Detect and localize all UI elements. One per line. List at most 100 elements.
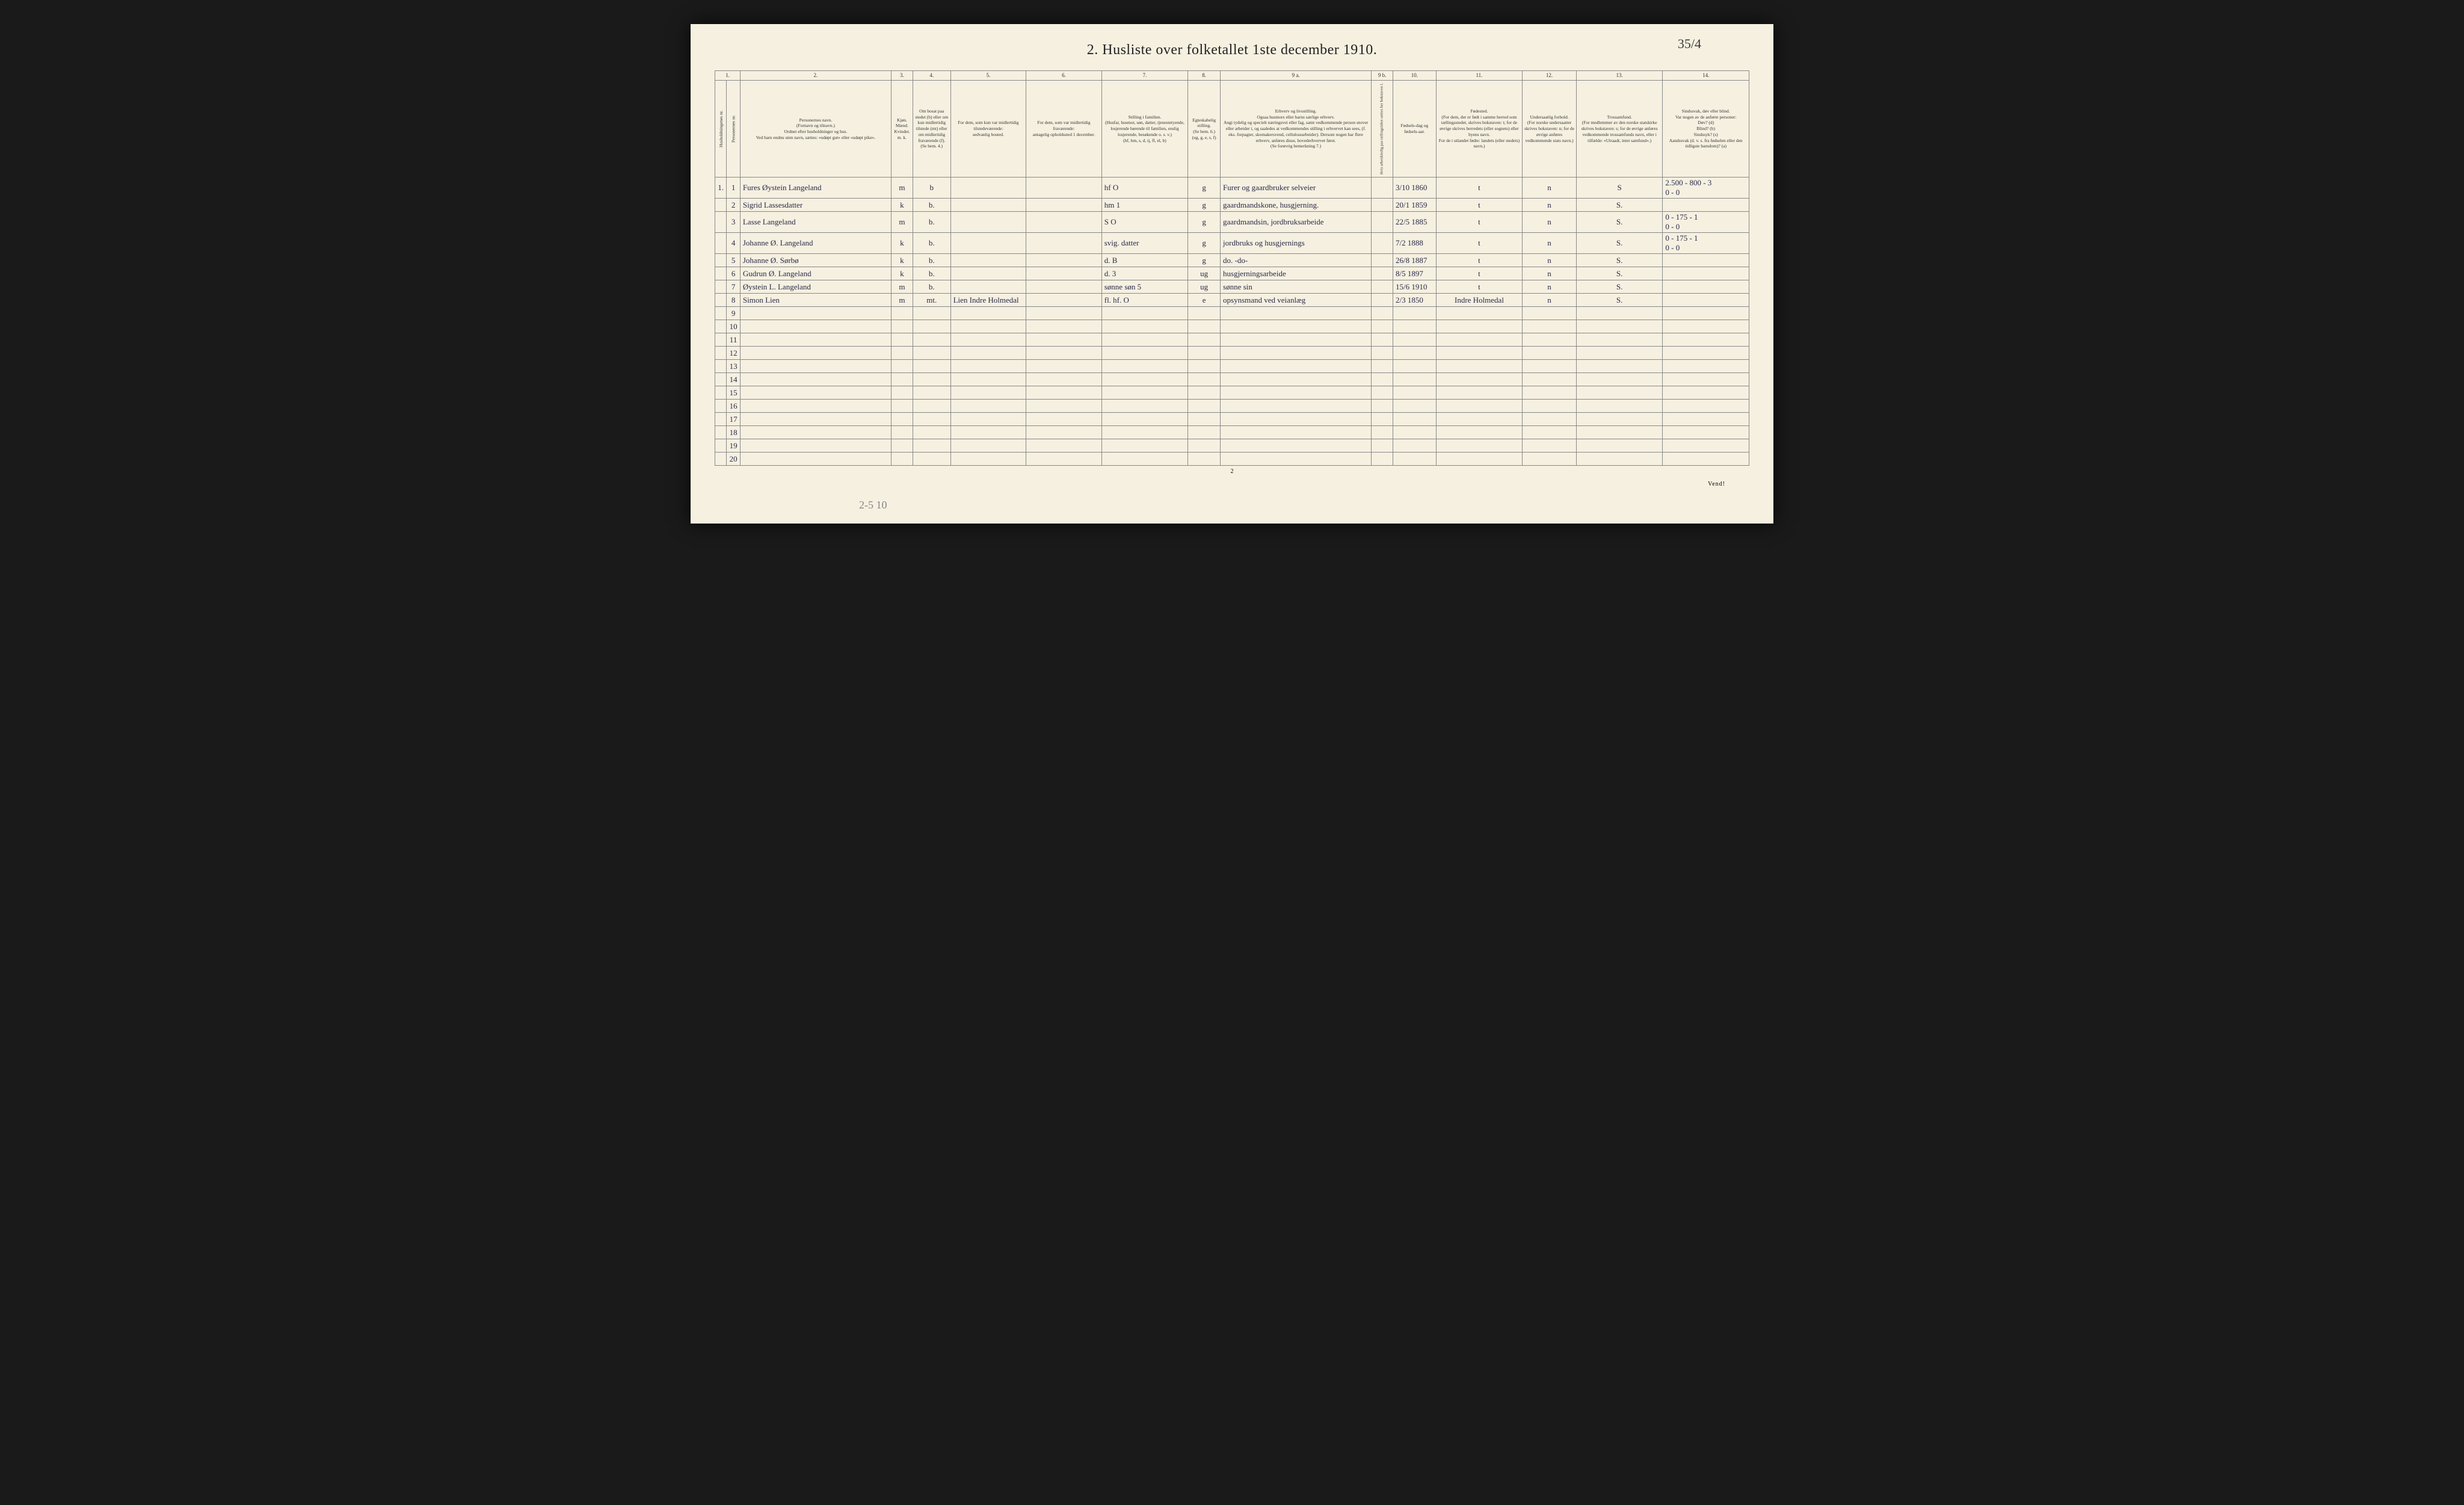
cell-family-relation — [1101, 320, 1187, 333]
cell-religion — [1576, 400, 1662, 413]
table-row: 9 — [715, 307, 1749, 320]
header-birthplace: Fødested. (For dem, der er født i samme … — [1436, 81, 1522, 178]
cell-residence — [913, 360, 950, 373]
person-nr: 4 — [727, 233, 741, 254]
cell-birthplace — [1436, 426, 1522, 439]
cell-name — [740, 413, 891, 426]
person-nr: 12 — [727, 347, 741, 360]
household-nr — [715, 386, 727, 400]
cell-residence — [913, 307, 950, 320]
cell-name — [740, 320, 891, 333]
cell-birthplace: t — [1436, 233, 1522, 254]
cell-religion — [1576, 347, 1662, 360]
col-num-6: 6. — [1026, 71, 1102, 81]
cell-nationality: n — [1523, 254, 1577, 267]
cell-occupation: opsynsmand ved veianlæg — [1221, 294, 1372, 307]
cell-sex — [891, 347, 913, 360]
household-nr — [715, 413, 727, 426]
cell-religion — [1576, 373, 1662, 386]
cell-occupation: husgjerningsarbeide — [1221, 267, 1372, 280]
cell-temp-present — [950, 439, 1026, 453]
cell-temp-absent — [1026, 386, 1102, 400]
cell-temp-absent — [1026, 333, 1102, 347]
cell-sex — [891, 400, 913, 413]
header-birth: Fødsels-dag og fødsels-aar. — [1393, 81, 1437, 178]
cell-religion — [1576, 439, 1662, 453]
cell-temp-present — [950, 373, 1026, 386]
cell-occupation — [1221, 413, 1372, 426]
cell-unemployed — [1372, 413, 1393, 426]
cell-temp-absent — [1026, 212, 1102, 233]
cell-birthplace: t — [1436, 280, 1522, 294]
household-nr — [715, 280, 727, 294]
cell-occupation: sønne sin — [1221, 280, 1372, 294]
cell-family-relation — [1101, 333, 1187, 347]
col-num-9a: 9 a. — [1221, 71, 1372, 81]
cell-religion — [1576, 453, 1662, 466]
cell-residence: b. — [913, 199, 950, 212]
col-num-5: 5. — [950, 71, 1026, 81]
cell-sex — [891, 360, 913, 373]
household-nr — [715, 400, 727, 413]
cell-unemployed — [1372, 254, 1393, 267]
cell-note — [1663, 439, 1749, 453]
cell-note — [1663, 453, 1749, 466]
cell-temp-absent — [1026, 373, 1102, 386]
person-nr: 13 — [727, 360, 741, 373]
cell-name — [740, 453, 891, 466]
cell-residence — [913, 439, 950, 453]
cell-birth — [1393, 386, 1437, 400]
household-nr — [715, 426, 727, 439]
cell-note — [1663, 333, 1749, 347]
cell-nationality: n — [1523, 280, 1577, 294]
cell-family-relation — [1101, 307, 1187, 320]
col-num-2: 2. — [740, 71, 891, 81]
table-row: 16 — [715, 400, 1749, 413]
cell-temp-present — [950, 386, 1026, 400]
cell-marital — [1188, 333, 1221, 347]
header-family-relation: Stilling i familien. (Husfar, husmor, sø… — [1101, 81, 1187, 178]
cell-religion: S. — [1576, 294, 1662, 307]
col-num-1: 1. — [715, 71, 741, 81]
cell-temp-present — [950, 360, 1026, 373]
cell-sex: k — [891, 254, 913, 267]
census-table: 1. 2. 3. 4. 5. 6. 7. 8. 9 a. 9 b. 10. 11… — [715, 70, 1749, 466]
cell-family-relation: hm 1 — [1101, 199, 1187, 212]
cell-marital — [1188, 347, 1221, 360]
cell-note: 0 - 175 - 1 0 - 0 — [1663, 212, 1749, 233]
household-nr — [715, 360, 727, 373]
cell-name: Øystein L. Langeland — [740, 280, 891, 294]
cell-nationality — [1523, 413, 1577, 426]
cell-unemployed — [1372, 233, 1393, 254]
cell-occupation: do. -do- — [1221, 254, 1372, 267]
household-nr: 1. — [715, 178, 727, 199]
cell-birthplace — [1436, 347, 1522, 360]
household-nr — [715, 320, 727, 333]
cell-note — [1663, 320, 1749, 333]
cell-religion — [1576, 333, 1662, 347]
header-person-nr: Personernes nr. — [727, 81, 741, 178]
cell-family-relation — [1101, 360, 1187, 373]
cell-nationality — [1523, 320, 1577, 333]
cell-temp-absent — [1026, 413, 1102, 426]
cell-religion — [1576, 320, 1662, 333]
cell-nationality — [1523, 307, 1577, 320]
cell-birthplace: t — [1436, 254, 1522, 267]
table-row: 11 — [715, 333, 1749, 347]
cell-birthplace: Indre Holmedal — [1436, 294, 1522, 307]
col-num-12: 12. — [1523, 71, 1577, 81]
cell-sex — [891, 373, 913, 386]
header-religion: Trossamfund. (For medlemmer av den norsk… — [1576, 81, 1662, 178]
person-nr: 8 — [727, 294, 741, 307]
cell-residence: b. — [913, 233, 950, 254]
cell-note — [1663, 307, 1749, 320]
household-nr — [715, 373, 727, 386]
cell-temp-present — [950, 254, 1026, 267]
cell-marital — [1188, 453, 1221, 466]
header-nationality: Undersaatlig forhold. (For norske unders… — [1523, 81, 1577, 178]
household-nr — [715, 212, 727, 233]
cell-occupation — [1221, 453, 1372, 466]
person-nr: 9 — [727, 307, 741, 320]
cell-temp-absent — [1026, 233, 1102, 254]
cell-name: Fures Øystein Langeland — [740, 178, 891, 199]
